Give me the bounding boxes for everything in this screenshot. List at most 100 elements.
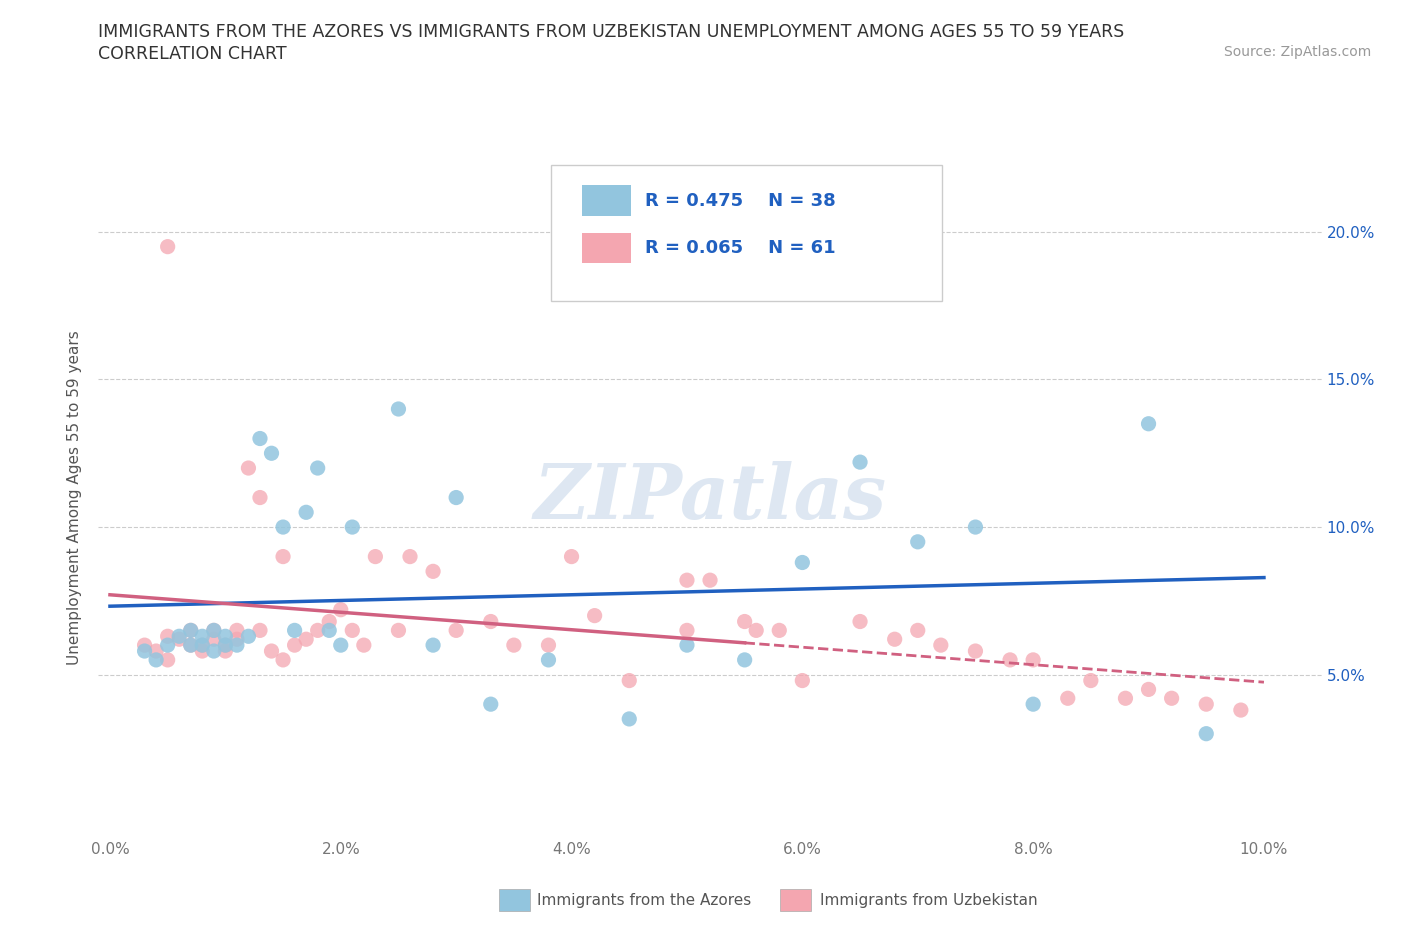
FancyBboxPatch shape [551, 165, 942, 300]
Point [619, 711, 641, 726]
Point [260, 445, 283, 460]
Point [676, 638, 699, 653]
Point [249, 623, 271, 638]
Text: Source: ZipAtlas.com: Source: ZipAtlas.com [1223, 45, 1371, 59]
Point [353, 638, 375, 653]
Point [849, 455, 872, 470]
Point [502, 638, 524, 653]
Point [1080, 673, 1102, 688]
Point [260, 644, 283, 658]
Point [156, 629, 179, 644]
Point [202, 644, 225, 658]
Point [329, 603, 352, 618]
Point [238, 460, 260, 475]
Point [422, 638, 444, 653]
Point [191, 638, 214, 653]
Text: IMMIGRANTS FROM THE AZORES VS IMMIGRANTS FROM UZBEKISTAN UNEMPLOYMENT AMONG AGES: IMMIGRANTS FROM THE AZORES VS IMMIGRANTS… [98, 23, 1125, 41]
Point [295, 631, 318, 646]
Point [792, 555, 814, 570]
Point [156, 653, 179, 668]
Point [180, 638, 202, 653]
Point [202, 623, 225, 638]
Point [145, 644, 167, 658]
Point [1022, 653, 1045, 668]
Point [907, 535, 929, 550]
Point [249, 490, 271, 505]
Point [225, 631, 247, 646]
Point [537, 638, 560, 653]
Point [214, 644, 236, 658]
Point [225, 638, 247, 653]
Point [307, 460, 329, 475]
Point [167, 629, 190, 644]
Point [180, 623, 202, 638]
Point [387, 623, 409, 638]
Point [329, 638, 352, 653]
Point [180, 623, 202, 638]
Point [271, 549, 294, 564]
Text: Immigrants from Uzbekistan: Immigrants from Uzbekistan [820, 893, 1038, 908]
Point [1160, 691, 1182, 706]
Point [734, 653, 756, 668]
Point [1195, 697, 1218, 711]
Point [191, 629, 214, 644]
Point [202, 623, 225, 638]
Point [145, 653, 167, 668]
Point [422, 564, 444, 578]
Point [965, 520, 987, 535]
FancyBboxPatch shape [582, 185, 630, 216]
Point [1230, 703, 1253, 718]
Point [907, 623, 929, 638]
Text: R = 0.065    N = 61: R = 0.065 N = 61 [645, 239, 835, 257]
Point [249, 432, 271, 446]
Point [699, 573, 721, 588]
Point [619, 673, 641, 688]
Point [284, 623, 307, 638]
Point [167, 631, 190, 646]
Point [295, 505, 318, 520]
Point [1137, 417, 1160, 432]
Point [479, 697, 502, 711]
Point [342, 520, 364, 535]
Point [214, 629, 236, 644]
Point [734, 614, 756, 629]
Point [1056, 691, 1078, 706]
Text: R = 0.475    N = 38: R = 0.475 N = 38 [645, 192, 837, 209]
Point [156, 239, 179, 254]
Y-axis label: Unemployment Among Ages 55 to 59 years: Unemployment Among Ages 55 to 59 years [67, 330, 83, 665]
Point [561, 549, 583, 564]
Point [444, 490, 467, 505]
Point [998, 653, 1021, 668]
Point [202, 631, 225, 646]
Text: CORRELATION CHART: CORRELATION CHART [98, 45, 287, 62]
Point [238, 629, 260, 644]
Point [676, 573, 699, 588]
Point [318, 614, 340, 629]
Text: ZIPatlas: ZIPatlas [533, 460, 887, 535]
Point [134, 644, 156, 658]
Point [364, 549, 387, 564]
Point [583, 608, 606, 623]
Point [271, 653, 294, 668]
Point [676, 623, 699, 638]
Point [134, 638, 156, 653]
Point [225, 623, 247, 638]
Point [792, 673, 814, 688]
Point [745, 623, 768, 638]
Point [387, 402, 409, 417]
Point [399, 549, 422, 564]
Point [768, 623, 790, 638]
Point [444, 623, 467, 638]
Point [1195, 726, 1218, 741]
Point [479, 614, 502, 629]
Point [849, 614, 872, 629]
Point [965, 644, 987, 658]
Point [318, 623, 340, 638]
Point [537, 653, 560, 668]
Point [180, 638, 202, 653]
Point [271, 520, 294, 535]
Point [883, 631, 905, 646]
Point [342, 623, 364, 638]
Point [191, 644, 214, 658]
Point [1137, 682, 1160, 697]
